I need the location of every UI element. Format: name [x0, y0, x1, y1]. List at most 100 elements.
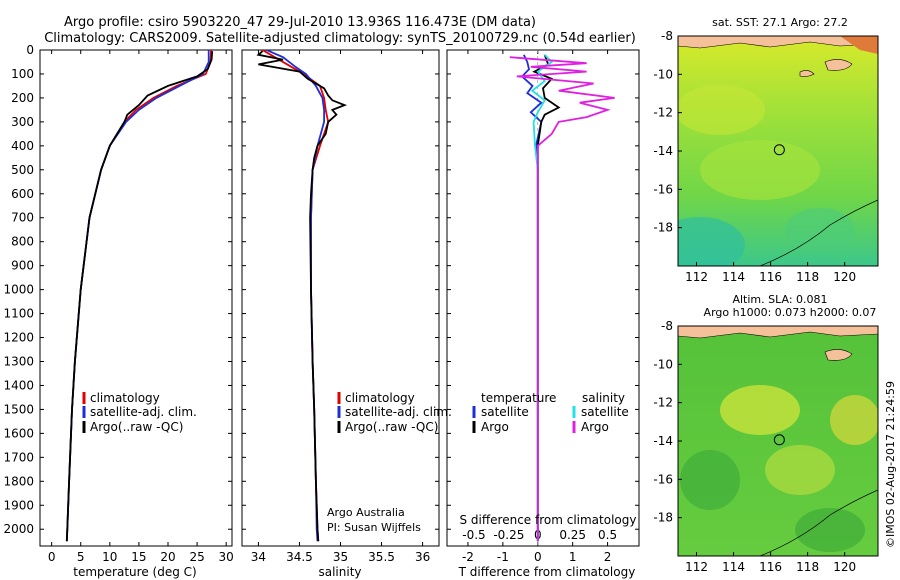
map-lon-tick-label: 120	[833, 270, 856, 284]
map-lat-tick-label: -14	[653, 144, 673, 158]
depth-tick-label: 0	[26, 43, 34, 57]
difference-x-tick-label: 2	[604, 550, 612, 564]
difference-s-tick-label: 0.5	[598, 528, 617, 542]
map-lon-tick-label: 118	[796, 270, 819, 284]
map-lon-tick-label: 112	[685, 560, 708, 574]
sla-map-subtitle: Argo h1000: 0.073 h2000: 0.07	[704, 306, 877, 319]
depth-tick-label: 1600	[3, 426, 34, 440]
map-lon-tick-label: 114	[722, 560, 745, 574]
sst-map	[678, 36, 878, 266]
map-lat-tick-label: -16	[653, 182, 673, 196]
temperature-series-climatology	[65, 50, 212, 542]
map-lat-tick-label: -10	[653, 357, 673, 371]
lines-layer	[65, 50, 615, 542]
temperature-panel	[39, 49, 233, 547]
sst-map-argo-marker	[773, 144, 785, 156]
sst-map-ticks: 112 114 116 118 120 -8 -10 -12 -14 -16 -18	[653, 29, 856, 284]
map-lat-tick-label: -18	[653, 221, 673, 235]
diff-legend-t-argo: Argo	[481, 420, 509, 434]
salinity-panel	[241, 49, 440, 547]
salinity-series-group	[256, 50, 348, 542]
map-lat-tick-label: -18	[653, 511, 673, 525]
sla-map-argo-marker	[773, 434, 785, 446]
depth-tick-label: 1300	[3, 354, 34, 368]
sal-legend-argo: Argo(..raw -QC)	[345, 420, 438, 434]
sla-map-title: Altim. SLA: 0.081	[732, 293, 827, 306]
salinity-x-tick-label: 34.5	[286, 550, 313, 564]
depth-tick-label: 900	[11, 259, 34, 273]
map-lon-tick-label: 120	[833, 560, 856, 574]
map-lon-tick-label: 118	[796, 560, 819, 574]
map-lon-tick-label: 114	[722, 270, 745, 284]
depth-tick-label: 1800	[3, 474, 34, 488]
map-lon-tick-label: 116	[759, 560, 782, 574]
map-lat-tick-label: -8	[661, 319, 673, 333]
depth-tick-label: 700	[11, 211, 34, 225]
salinity-legend: climatology satellite-adj. clim. Argo(..…	[337, 391, 452, 434]
salinity-x-tick-label: 36	[415, 550, 430, 564]
header-line1: Argo profile: csiro 5903220_47 29-Jul-20…	[64, 15, 536, 30]
difference-x-tick-label: 0	[534, 550, 542, 564]
axes-layer: 0100200300400500600700800900100011001200…	[3, 43, 639, 564]
annotation-pi: PI: Susan Wijffels	[327, 521, 421, 534]
map-lat-tick-label: -10	[653, 67, 673, 81]
diff-legend-header-temperature: temperature	[481, 391, 556, 405]
temp-legend-satellite: satellite-adj. clim.	[90, 405, 197, 419]
difference-legend: temperature salinity satellite Argo sate…	[472, 391, 629, 434]
sal-legend-satellite: satellite-adj. clim.	[345, 405, 452, 419]
depth-tick-label: 400	[11, 139, 34, 153]
depth-tick-label: 1400	[3, 378, 34, 392]
side-stamp: ©IMOS 02-Aug-2017 21:24:59	[884, 381, 897, 548]
temp-legend-argo: Argo(..raw -QC)	[90, 420, 183, 434]
difference-x-tick-label: 1	[569, 550, 577, 564]
annotation-institution: Argo Australia	[327, 506, 405, 519]
depth-tick-label: 1900	[3, 498, 34, 512]
depth-tick-label: 1100	[3, 307, 34, 321]
temperature-legend: climatology satellite-adj. clim. Argo(..…	[82, 391, 197, 434]
sal-legend-climatology: climatology	[345, 391, 415, 405]
map-lat-tick-label: -16	[653, 472, 673, 486]
sst-map-title: sat. SST: 27.1 Argo: 27.2	[712, 16, 848, 29]
diff-legend-s-satellite: satellite	[581, 405, 629, 419]
temperature-series-satellite-adj-clim-	[65, 50, 210, 542]
depth-tick-label: 300	[11, 115, 34, 129]
map-lat-tick-label: -12	[653, 396, 673, 410]
temperature-x-tick-label: 10	[102, 550, 117, 564]
temperature-x-tick-label: 20	[160, 550, 175, 564]
sla-map-ticks: 112 114 116 118 120 -8 -10 -12 -14 -16 -18	[653, 319, 856, 574]
temperature-x-tick-label: 30	[219, 550, 234, 564]
difference-s-tick-label: -0.5	[462, 528, 485, 542]
difference-s-tick-label: -0.25	[493, 528, 524, 542]
difference-series-salinity-argo	[509, 56, 615, 542]
salinity-x-tick-label: 35	[333, 550, 348, 564]
map-lat-tick-label: -12	[653, 106, 673, 120]
depth-tick-label: 1000	[3, 283, 34, 297]
temperature-x-tick-label: 0	[48, 550, 56, 564]
depth-tick-label: 1200	[3, 331, 34, 345]
difference-x-tick-label: -1	[497, 550, 509, 564]
depth-tick-label: 800	[11, 235, 34, 249]
temperature-series-argo-raw-qc-	[65, 51, 214, 542]
map-lat-tick-label: -8	[661, 29, 673, 43]
difference-xlabel-top: S difference from climatology	[460, 513, 637, 527]
diff-legend-header-salinity: salinity	[582, 391, 625, 405]
sla-map	[678, 326, 878, 556]
temperature-xlabel: temperature (deg C)	[73, 565, 196, 579]
temperature-x-tick-label: 5	[77, 550, 85, 564]
temp-legend-climatology: climatology	[90, 391, 160, 405]
map-lon-tick-label: 116	[759, 270, 782, 284]
depth-tick-label: 500	[11, 163, 34, 177]
salinity-x-tick-label: 34	[251, 550, 266, 564]
diff-legend-t-satellite: satellite	[481, 405, 529, 419]
temperature-series-group	[65, 50, 214, 542]
difference-series-salinity-satellite	[530, 54, 554, 542]
map-lon-tick-label: 112	[685, 270, 708, 284]
salinity-x-tick-label: 35.5	[368, 550, 395, 564]
depth-tick-label: 1700	[3, 450, 34, 464]
header-line2: Climatology: CARS2009. Satellite-adjuste…	[44, 31, 636, 46]
difference-series-group	[509, 54, 615, 542]
depth-tick-label: 600	[11, 187, 34, 201]
depth-tick-label: 100	[11, 67, 34, 81]
salinity-xlabel: salinity	[318, 565, 361, 579]
